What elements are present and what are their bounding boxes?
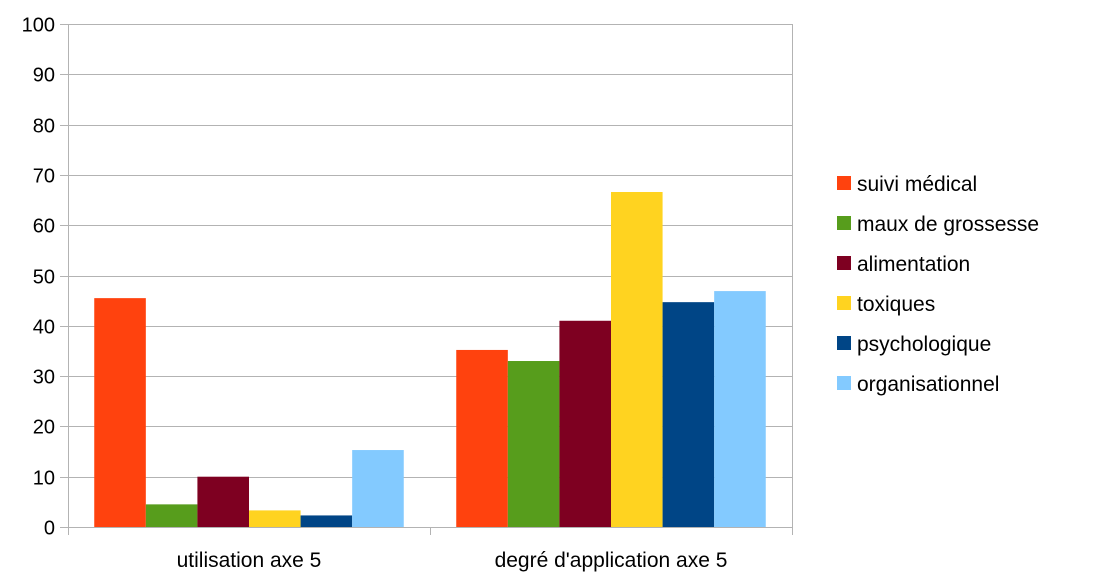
legend-label: toxiques: [857, 293, 935, 316]
y-tick-label: 70: [33, 166, 55, 188]
legend-swatch: [837, 296, 851, 310]
y-tick-label: 80: [33, 116, 55, 138]
legend-swatch: [837, 336, 851, 350]
bar: [507, 361, 560, 527]
legend-swatch: [837, 376, 851, 390]
legend-label: organisationnel: [857, 373, 999, 396]
bar: [300, 515, 353, 527]
bar: [352, 450, 404, 527]
bar: [94, 298, 146, 527]
y-tick-labels: 0 10 20 30 40 50 60 70 80 90 100: [22, 15, 55, 540]
y-tick-label: 60: [33, 216, 55, 238]
bar: [559, 320, 611, 527]
bar: [456, 349, 508, 527]
grid: [68, 24, 792, 528]
legend-label: suivi médical: [857, 173, 977, 196]
axes: [60, 24, 793, 535]
y-tick-label: 90: [33, 65, 55, 87]
y-tick-label: 30: [33, 367, 55, 389]
y-tick-label: 20: [33, 417, 55, 439]
legend-swatch: [837, 256, 851, 270]
y-tick-label: 0: [44, 518, 55, 540]
x-category-label: utilisation axe 5: [177, 549, 322, 572]
legend-label: alimentation: [857, 253, 970, 276]
bar: [662, 302, 715, 527]
y-tick-label: 100: [22, 15, 55, 37]
legend-swatch: [837, 176, 851, 190]
y-tick-label: 40: [33, 317, 55, 339]
bar: [197, 476, 249, 527]
legend-label: maux de grossesse: [857, 213, 1039, 236]
legend-swatch: [837, 216, 851, 230]
y-tick-label: 50: [33, 267, 55, 289]
y-tick-label: 10: [33, 468, 55, 490]
bar: [611, 192, 663, 527]
x-category-labels: utilisation axe 5 degré d'application axe…: [177, 549, 728, 572]
legend: suivi médical maux de grossesse alimentati…: [837, 173, 1039, 396]
legend-label: psychologique: [857, 333, 991, 356]
bars: [94, 192, 766, 527]
bar: [145, 504, 198, 527]
bar: [714, 291, 766, 527]
bar: [249, 510, 301, 527]
x-category-label: degré d'application axe 5: [495, 549, 728, 572]
